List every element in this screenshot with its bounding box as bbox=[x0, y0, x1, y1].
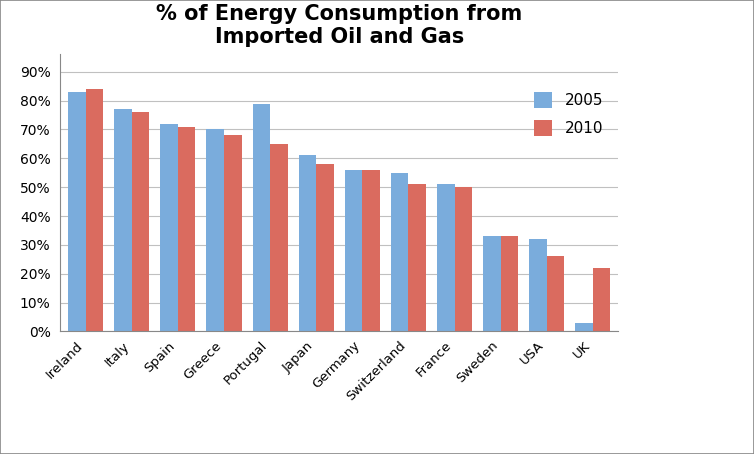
Bar bbox=[345, 170, 363, 331]
Bar bbox=[575, 323, 593, 331]
Legend: 2005, 2010: 2005, 2010 bbox=[526, 84, 611, 144]
Bar bbox=[132, 112, 149, 331]
Bar bbox=[529, 239, 547, 331]
Bar bbox=[391, 173, 409, 331]
Bar bbox=[455, 187, 472, 331]
Bar bbox=[270, 144, 288, 331]
Bar bbox=[299, 155, 316, 331]
Title: % of Energy Consumption from
Imported Oil and Gas: % of Energy Consumption from Imported Oi… bbox=[156, 4, 523, 47]
Bar bbox=[86, 89, 103, 331]
Bar bbox=[115, 109, 132, 331]
Bar bbox=[68, 92, 86, 331]
Bar bbox=[316, 164, 334, 331]
Bar bbox=[161, 123, 178, 331]
Bar bbox=[363, 170, 380, 331]
Bar bbox=[409, 184, 426, 331]
Bar bbox=[207, 129, 224, 331]
Bar bbox=[253, 104, 270, 331]
Bar bbox=[483, 236, 501, 331]
Bar bbox=[224, 135, 241, 331]
Bar bbox=[437, 184, 455, 331]
Bar bbox=[178, 127, 195, 331]
Bar bbox=[593, 268, 611, 331]
Bar bbox=[501, 236, 518, 331]
Bar bbox=[547, 257, 564, 331]
